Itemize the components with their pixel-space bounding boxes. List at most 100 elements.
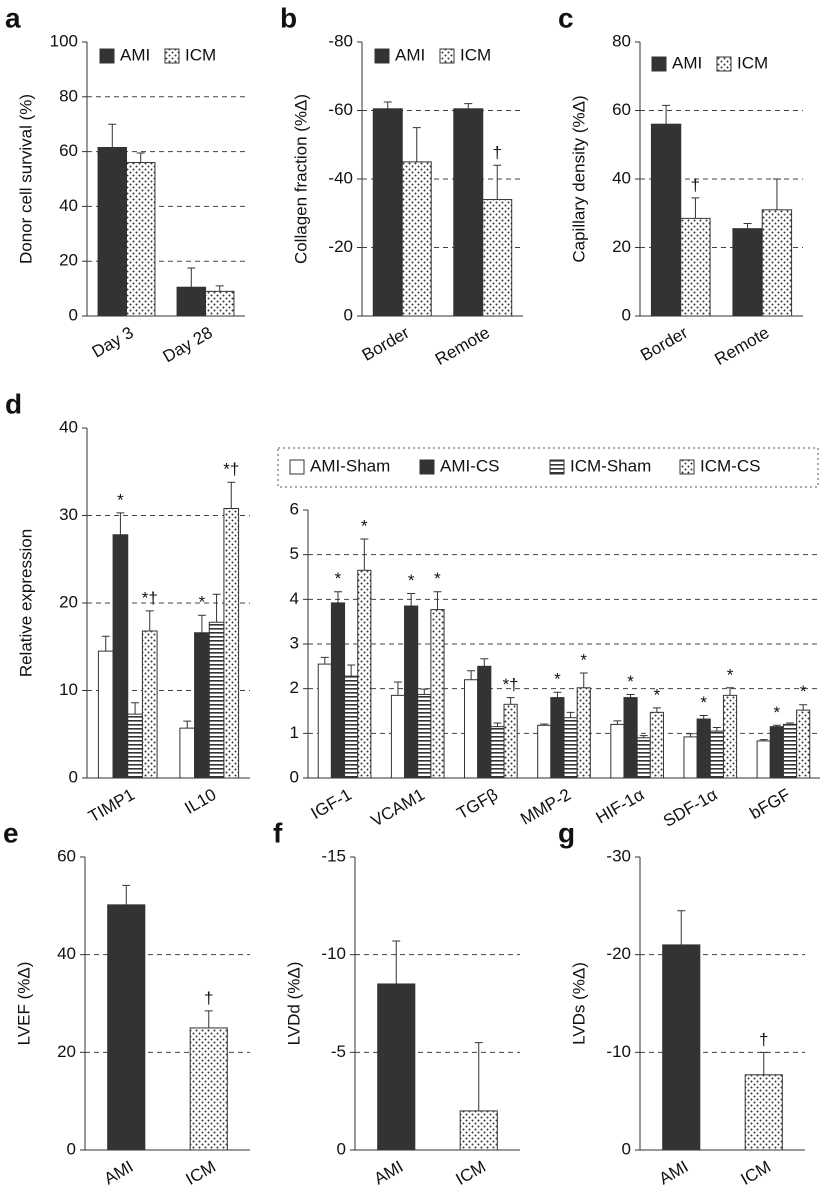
y-tick-label: 60 (57, 846, 76, 865)
error-bar (407, 593, 416, 607)
bar (680, 217, 711, 317)
bar (205, 290, 235, 317)
legend-swatch (289, 459, 305, 475)
legend-swatch (419, 459, 435, 475)
legend-label: AMI-Sham (310, 456, 390, 475)
bar (417, 693, 432, 779)
x-tick-label: VCAM1 (368, 785, 428, 831)
y-tick-label: 40 (59, 417, 78, 436)
error-bar (743, 223, 752, 229)
bar (97, 146, 127, 317)
annotation: * (800, 682, 807, 701)
panel-label: a (5, 2, 21, 33)
error-bar (204, 1010, 213, 1028)
error-bar (136, 152, 145, 163)
y-axis-label: Collagen fraction (%Δ) (291, 94, 310, 264)
bar (208, 621, 225, 779)
y-tick-label: 0 (290, 767, 299, 786)
x-tick-label: Remote (432, 323, 493, 369)
error-bar (553, 691, 562, 698)
error-bar (677, 910, 686, 945)
y-tick-label: 0 (622, 1139, 631, 1158)
error-bar (493, 164, 502, 200)
error-bar (215, 285, 224, 292)
panel-label: c (558, 2, 574, 33)
legend-swatch (99, 48, 115, 64)
annotation: † (493, 143, 502, 162)
legend-label: ICM (460, 45, 491, 64)
bar (390, 694, 406, 779)
bar (722, 694, 738, 779)
annotation: *† (142, 588, 158, 607)
error-bar (360, 538, 369, 571)
y-tick-label: 20 (612, 237, 631, 256)
y-axis-label: Donor cell survival (%) (16, 94, 35, 264)
x-tick-label: ICM (182, 1157, 218, 1189)
annotation: * (580, 651, 587, 670)
annotation: * (774, 703, 781, 722)
y-tick-label: 4 (290, 589, 299, 608)
error-bar (566, 711, 575, 718)
x-tick-label: IGF-1 (308, 785, 355, 823)
bar (782, 723, 798, 779)
y-tick-label: 40 (57, 944, 76, 963)
x-tick-label: AMI (101, 1157, 137, 1189)
error-bar (320, 656, 329, 665)
error-bar (101, 635, 110, 652)
legend-swatch (651, 56, 667, 72)
y-tick-label: 30 (59, 505, 78, 524)
annotation: *† (223, 460, 239, 479)
error-bar (122, 884, 131, 905)
error-bar (187, 267, 196, 288)
y-axis-label: Relative expression (16, 529, 35, 677)
error-bar (347, 664, 356, 677)
annotation: * (434, 569, 441, 588)
y-tick-label: -40 (328, 168, 353, 187)
error-bar (333, 591, 342, 603)
x-tick-label: Border (359, 323, 413, 365)
error-bar (383, 101, 392, 109)
y-tick-label: 100 (50, 31, 78, 50)
error-bar (726, 687, 735, 696)
bar (317, 663, 332, 779)
y-tick-label: -10 (606, 1042, 631, 1061)
y-tick-label: 0 (69, 305, 78, 324)
annotation: † (759, 1030, 768, 1049)
y-tick-label: 0 (337, 1139, 346, 1158)
bar (112, 534, 129, 779)
annotation: * (654, 685, 661, 704)
error-bar (212, 593, 221, 623)
y-tick-label: -5 (331, 1042, 346, 1061)
x-tick-label: bFGF (747, 785, 794, 823)
bar (683, 736, 698, 779)
bar (650, 123, 682, 317)
y-tick-label: 20 (57, 1042, 76, 1061)
panel-label: b (280, 2, 297, 33)
y-tick-label: 0 (622, 305, 631, 324)
bar (107, 904, 146, 1151)
panel-label: d (5, 388, 22, 419)
error-bar (392, 940, 401, 984)
y-tick-label: 80 (612, 31, 631, 50)
bar (563, 717, 578, 779)
bar (732, 228, 763, 317)
error-bar (412, 127, 421, 162)
legend-label: AMI (672, 53, 702, 72)
annotation: * (361, 517, 368, 536)
bar (636, 737, 651, 779)
bar (430, 609, 445, 779)
legend-label: ICM-CS (700, 456, 760, 475)
error-bar (699, 714, 708, 720)
bar (453, 108, 484, 317)
error-bar (759, 739, 768, 741)
legend-label: ICM (737, 53, 768, 72)
legend-swatch (164, 48, 180, 64)
error-bar (506, 697, 515, 705)
error-bar (799, 704, 808, 711)
error-bar (662, 104, 671, 125)
x-tick-label: TIMP1 (85, 785, 138, 826)
error-bar (393, 681, 402, 696)
bar (189, 1027, 228, 1151)
y-tick-label: 0 (344, 305, 353, 324)
